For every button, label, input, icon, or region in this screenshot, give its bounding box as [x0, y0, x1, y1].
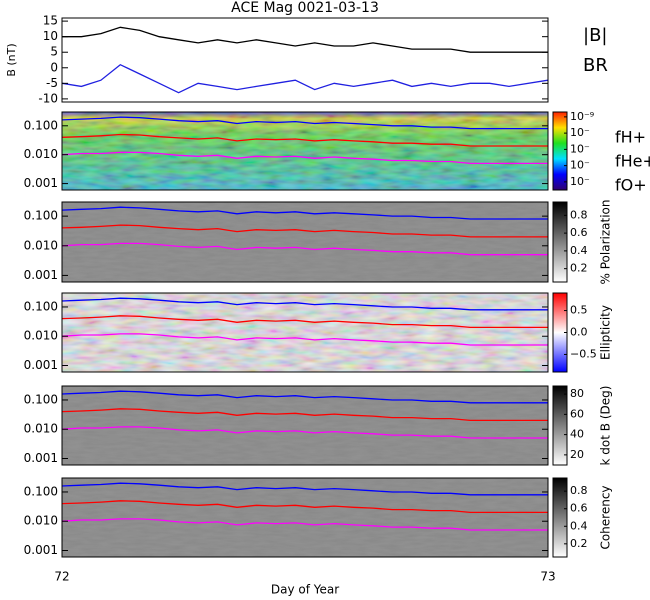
colorbar-tick-label: 20: [570, 448, 584, 461]
colorbar-tick-label: 0.6: [570, 502, 588, 515]
series-line: [62, 426, 548, 439]
spectrogram-texture: [62, 478, 548, 557]
plot-frame: [61, 201, 549, 283]
colorbar-frame: [552, 477, 568, 558]
x-tick-label: 73: [540, 570, 555, 584]
y-tick-label: 0.010: [24, 238, 58, 252]
series-line: [62, 242, 548, 256]
colorbar-tick-label: 60: [570, 407, 584, 420]
y-tick-label: 0.100: [24, 209, 58, 223]
plot-frame: [61, 17, 549, 103]
legend-entry: fHe+: [615, 152, 650, 171]
colorbar-tick-label: 0.5: [570, 304, 588, 317]
series-line: [62, 518, 548, 531]
colorbar-frame: [552, 111, 568, 191]
colorbar-tick-label: 0.8: [570, 208, 588, 221]
y-tick-label: 5: [50, 45, 58, 59]
y-tick-label: 0: [50, 60, 58, 74]
y-tick-label: -5: [46, 76, 58, 90]
plot-frame: [61, 292, 549, 373]
series-line: [62, 500, 548, 514]
colorbar: [553, 112, 567, 190]
y-tick-label: 0.010: [24, 422, 58, 436]
colorbar-tick-label: 0.2: [570, 262, 588, 275]
series-line: [62, 224, 548, 238]
colorbar-tick-label: 0.4: [570, 519, 588, 532]
series-line: [62, 133, 548, 147]
series-line: [62, 482, 548, 496]
legend-entry: BR: [583, 55, 608, 76]
y-axis-label: B (nT): [5, 43, 18, 76]
colorbar: [553, 386, 567, 465]
colorbar-tick-label: 10⁻: [570, 142, 590, 155]
colorbar: [553, 478, 567, 557]
colorbar-tick-label: 0.6: [570, 226, 588, 239]
colorbar: [553, 293, 567, 372]
colorbar-tick-label: 0.2: [570, 537, 588, 550]
plot-frame: [61, 111, 549, 191]
x-axis-label: Day of Year: [271, 583, 339, 597]
colorbar-tick-label: 10⁻: [570, 159, 590, 172]
series-line: [62, 151, 548, 165]
y-tick-label: 0.100: [24, 392, 58, 406]
legend-entry: fO+: [615, 176, 647, 195]
y-tick-label: 0.010: [24, 514, 58, 528]
colorbar-label: k dot B (Deg): [599, 386, 613, 466]
series-line: [62, 297, 548, 311]
y-tick-label: 0.001: [24, 543, 58, 557]
chart-title: ACE Mag 0021-03-13: [231, 0, 379, 16]
y-tick-label: 0.001: [24, 451, 58, 465]
colorbar-tick-label: 10⁻: [570, 126, 590, 139]
series-line: [62, 390, 548, 404]
y-tick-label: 0.100: [24, 484, 58, 498]
x-tick-label: 72: [54, 570, 69, 584]
series-line: [62, 26, 548, 53]
colorbar-tick-label: −0.5: [570, 347, 597, 360]
y-tick-label: 10: [43, 29, 58, 43]
legend-entry: |B|: [583, 25, 607, 46]
spectrogram-texture: [62, 112, 548, 190]
series-line: [62, 333, 548, 346]
series-line: [62, 206, 548, 220]
colorbar-label: Coherency: [599, 485, 613, 549]
spectrogram-texture: [62, 293, 548, 372]
colorbar-tick-label: 0.0: [570, 326, 588, 339]
y-tick-label: 0.001: [24, 358, 58, 372]
y-tick-label: 15: [43, 14, 58, 28]
y-tick-label: 0.010: [24, 147, 58, 161]
colorbar-frame: [552, 385, 568, 466]
series-line: [62, 116, 548, 130]
colorbar-frame: [552, 201, 568, 283]
colorbar-tick-label: 10⁻: [570, 175, 590, 188]
colorbar-tick-label: 10⁻⁹: [570, 110, 594, 123]
y-tick-label: -10: [38, 91, 58, 105]
series-line: [62, 408, 548, 422]
y-tick-label: 0.001: [24, 268, 58, 282]
spectrogram-texture: [62, 202, 548, 282]
colorbar-tick-label: 80: [570, 387, 584, 400]
colorbar-tick-label: 0.8: [570, 484, 588, 497]
colorbar-tick-label: 40: [570, 428, 584, 441]
colorbar: [553, 202, 567, 282]
colorbar-label: % Polarization: [599, 200, 613, 285]
colorbar-label: Ellipticity: [599, 305, 613, 360]
spectrogram-texture: [62, 386, 548, 465]
colorbar-tick-label: 0.4: [570, 244, 588, 257]
series-line: [62, 315, 548, 329]
y-tick-label: 0.100: [24, 299, 58, 313]
y-tick-label: 0.010: [24, 329, 58, 343]
series-line: [62, 63, 548, 94]
y-tick-label: 0.100: [24, 118, 58, 132]
plot-frame: [61, 385, 549, 466]
plot-frame: [61, 477, 549, 558]
y-tick-label: 0.001: [24, 176, 58, 190]
legend-entry: fH+: [615, 128, 646, 147]
